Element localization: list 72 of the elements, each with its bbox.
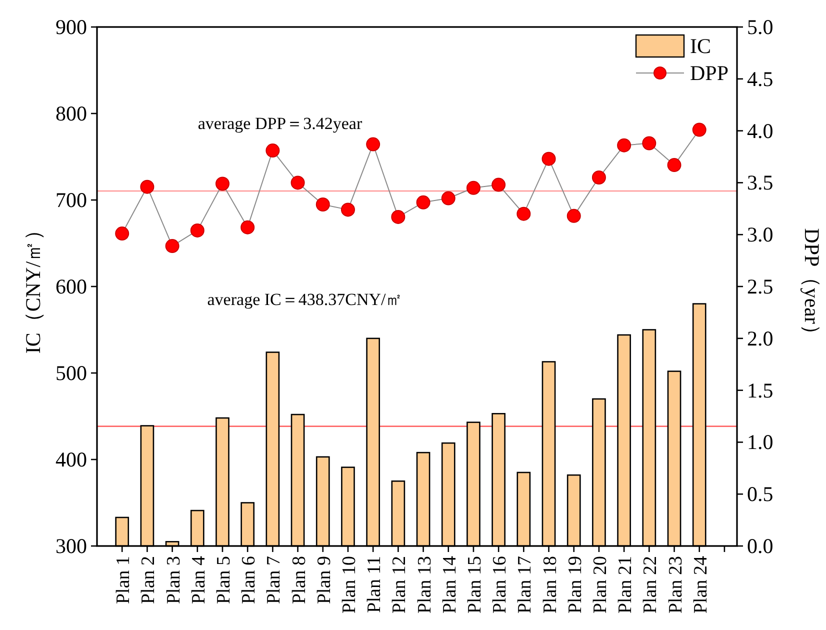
- point: [416, 195, 430, 210]
- x-tick-label: Plan 7: [264, 556, 285, 604]
- x-tick-label: Plan 19: [564, 556, 586, 614]
- y2-tick-label: 3.5: [747, 170, 774, 195]
- point: [215, 176, 230, 191]
- x-tick-label: Plan 5: [213, 556, 234, 604]
- point: [516, 206, 531, 221]
- y2-tick-label: 3.0: [747, 222, 774, 247]
- point: [492, 178, 506, 192]
- point: [340, 202, 355, 217]
- point: [441, 191, 456, 206]
- y2-tick-label: 2.0: [747, 326, 774, 350]
- point: [566, 208, 581, 223]
- x-tick-label: Plan 22: [640, 556, 662, 614]
- x-tick-label: Plan 15: [464, 556, 486, 614]
- point: [391, 210, 406, 224]
- point: [642, 136, 656, 150]
- point: [366, 137, 380, 152]
- y2-tick-label: 4.0: [747, 118, 774, 143]
- point: [542, 152, 556, 166]
- y-tick-label: 300: [56, 534, 87, 558]
- x-tick-label: Plan 2: [138, 556, 160, 604]
- x-tick-label: Plan 21: [615, 556, 636, 614]
- y2-tick-label: 2.5: [747, 274, 774, 298]
- x-tick-label: Plan 11: [364, 556, 386, 613]
- annotation: average DPP＝3.42year: [198, 114, 362, 133]
- x-tick-label: Plan 16: [490, 556, 511, 614]
- legend-label: IC: [690, 34, 711, 58]
- point: [316, 198, 330, 212]
- point: [592, 170, 606, 185]
- y-axis-title: IC（CNY/㎡）: [21, 219, 45, 354]
- point: [266, 144, 280, 158]
- point: [115, 226, 130, 241]
- x-tick-label: Plan 17: [514, 556, 536, 614]
- point: [240, 220, 255, 234]
- y2-tick-label: 5.0: [747, 15, 774, 39]
- y2-tick-label: 1.5: [747, 378, 774, 402]
- y-tick-label: 400: [56, 448, 87, 472]
- point: [165, 239, 180, 254]
- point: [290, 176, 305, 190]
- y-tick-label: 700: [56, 188, 87, 212]
- x-tick-label: Plan 24: [690, 556, 712, 614]
- y2-tick-label: 0.0: [747, 534, 774, 558]
- x-tick-label: Plan 20: [590, 556, 611, 614]
- y-tick-label: 800: [56, 102, 87, 126]
- x-tick-label: Plan 8: [288, 556, 310, 604]
- x-tick-label: Plan 12: [389, 556, 410, 614]
- y-tick-label: 500: [56, 361, 87, 385]
- y2-tick-label: 0.5: [747, 482, 774, 506]
- annotation: average IC＝438.37CNY/㎡: [207, 290, 403, 309]
- point: [140, 180, 154, 194]
- y2-tick-label: 1.0: [747, 430, 774, 454]
- y2-tick-label: 4.5: [747, 66, 774, 91]
- x-tick-label: Plan 9: [314, 556, 335, 604]
- x-tick-label: Plan 10: [338, 556, 360, 614]
- point: [466, 180, 480, 195]
- point: [190, 223, 204, 238]
- y-tick-label: 600: [56, 274, 87, 298]
- y-tick-label: 900: [56, 15, 87, 39]
- x-tick-label: Plan 18: [540, 556, 561, 614]
- x-tick-label: Plan 13: [414, 556, 436, 614]
- legend-label: DPP: [690, 61, 729, 85]
- x-tick-label: Plan 4: [188, 556, 210, 604]
- x-tick-label: Plan 14: [439, 556, 460, 614]
- x-tick-label: Plan 1: [113, 556, 134, 604]
- x-tick-label: Plan 6: [238, 556, 260, 604]
- x-tick-label: Plan 3: [163, 556, 184, 604]
- point: [667, 158, 682, 172]
- point: [617, 138, 632, 152]
- y2-axis-title: DPP（year）: [800, 228, 824, 345]
- point: [692, 122, 706, 137]
- x-tick-label: Plan 23: [665, 556, 686, 614]
